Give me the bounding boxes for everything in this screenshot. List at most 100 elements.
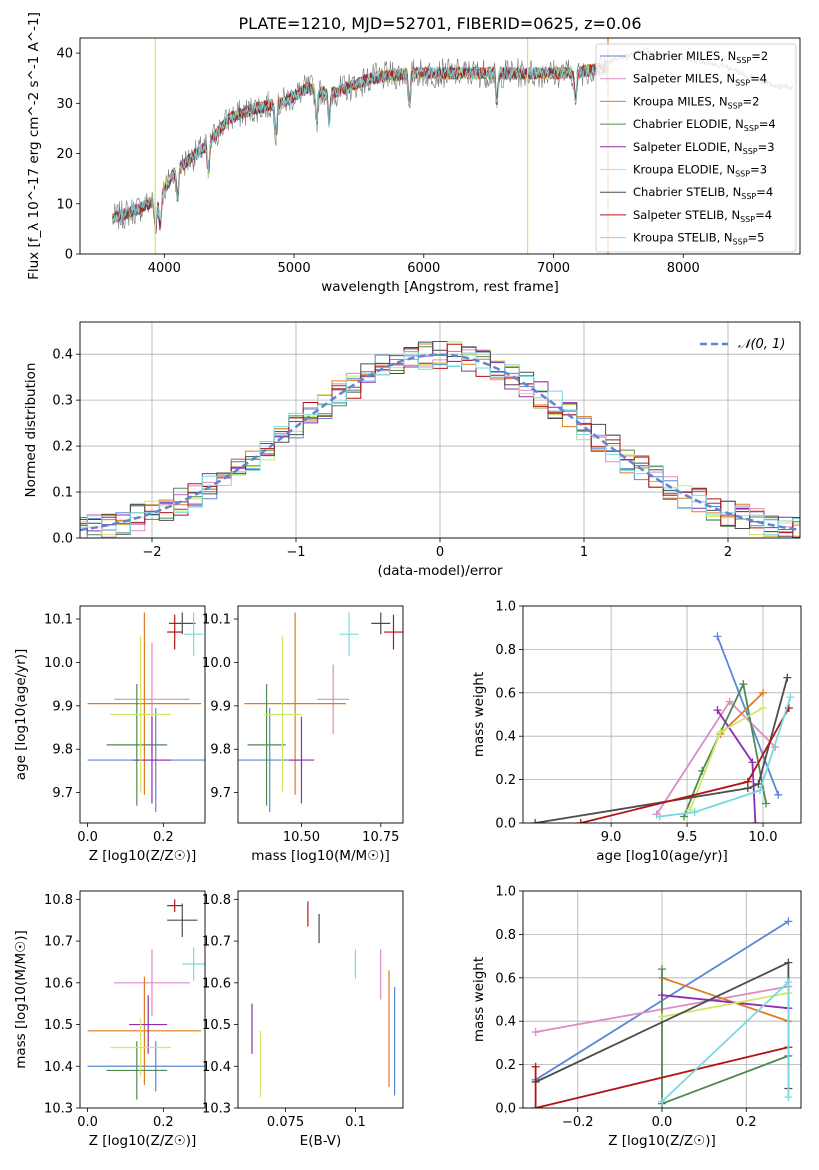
axes-age-vs-mass: 10.50 10.75 9.7 9.8 9.9 10.0 10.1 mass [log10(M… (202, 612, 403, 864)
y-tick-label: 10.6 (202, 976, 231, 991)
legend-subscript: SSP (735, 170, 750, 179)
weight-marker (784, 1093, 793, 1102)
y-tick-label: 10.7 (202, 935, 231, 950)
weight-line-8 (659, 696, 792, 818)
x-axis-label: E(B-V) (300, 1133, 342, 1149)
x-tick-label: 8000 (667, 261, 700, 276)
weight-marker (748, 758, 757, 767)
y-tick-label: 0.0 (495, 1102, 516, 1117)
y-tick-label: 0.8 (495, 643, 516, 658)
y-tick-label: 1.0 (495, 885, 516, 900)
y-tick-label: 30 (56, 97, 73, 112)
y-tick-label: 10.8 (44, 893, 73, 908)
weight-marker (784, 958, 793, 967)
x-axis-label: Z [log10(Z/Z☉)] (608, 1133, 716, 1149)
errorbar-chabrier-stelib (371, 612, 391, 635)
errorbar-kroupa-stelib (184, 612, 204, 656)
legend-label-1: Salpeter MILES, NSSP=4 (633, 72, 767, 88)
model-spectrum-8 (112, 61, 608, 230)
legend-label-7: Salpeter STELIB, NSSP=4 (633, 208, 772, 224)
x-tick-label: 5000 (278, 261, 311, 276)
y-tick-label: 0.4 (495, 1015, 516, 1030)
legend-nssp: =2 (743, 94, 760, 108)
x-tick-label: 7000 (537, 261, 570, 276)
plot-frame (79, 321, 801, 539)
weight-marker (713, 706, 722, 715)
y-axis-label: mass weight (471, 957, 487, 1042)
x-tick-label: −1 (286, 545, 305, 560)
errorbar-salpeter-stelib (383, 614, 403, 650)
weight-marker (658, 1012, 666, 1021)
y-tick-label: 9.9 (52, 699, 73, 714)
x-tick-label: 0.2 (153, 830, 174, 845)
y-tick-label: 10.0 (44, 656, 73, 671)
legend-subscript: SSP (735, 79, 750, 88)
axes-mass-vs-ebv: 0.075 0.1 10.3 10.4 10.5 10.6 10.7 10.8 E(B-V) (202, 893, 396, 1149)
errorbar-kroupa-elodie (263, 636, 302, 793)
legend-subscript: SSP (743, 147, 758, 156)
y-tick-label: 9.7 (52, 786, 73, 801)
weight-line-3 (683, 681, 767, 817)
errorbar-kroupa-elodie (110, 1018, 171, 1077)
y-tick-label: 0.2 (495, 1058, 516, 1073)
spectrum-legend: Chabrier MILES, NSSP=2 Salpeter MILES, NS… (595, 43, 797, 253)
x-tick-label: 0.1 (345, 1115, 366, 1130)
y-tick-label: 10.3 (44, 1102, 73, 1117)
x-tick-label: 0.0 (77, 830, 98, 845)
errorbar-kroupa-stelib (182, 947, 205, 981)
weight-marker (531, 1028, 540, 1037)
y-tick-label: 10.0 (202, 656, 231, 671)
weight-marker (655, 812, 664, 821)
legend-subscript: SSP (740, 215, 755, 224)
weight-marker (762, 799, 771, 808)
weight-marker (786, 693, 795, 702)
errorbar-chabrier-elodie (106, 684, 168, 806)
y-tick-label: 0.2 (495, 773, 516, 788)
legend-label-5: Kroupa ELODIE, NSSP=3 (633, 163, 767, 179)
legend-nssp: =4 (750, 72, 767, 86)
figure-title: PLATE=1210, MJD=52701, FIBERID=0625, z=0… (238, 14, 641, 33)
weight-marker (658, 1097, 666, 1106)
plot-frame (79, 890, 206, 1109)
x-tick-label: −2 (142, 545, 161, 560)
weight-marker (774, 790, 783, 799)
x-tick-label: 10.50 (283, 830, 320, 845)
errorbar-salpeter-miles (317, 664, 350, 735)
axes-age-vs-Z: 0.0 0.2 9.7 9.8 9.9 10.0 10.1 Z [log10(Z/Z☉)] ag… (13, 612, 205, 864)
errorbar-salpeter-miles (114, 949, 190, 1017)
x-tick-label: −0.2 (562, 1115, 594, 1130)
errorbar-salpeter-elodie (288, 716, 315, 804)
y-tick-label: 10.1 (44, 613, 73, 628)
x-axis-label: Z [log10(Z/Z☉)] (89, 848, 197, 864)
y-tick-label: 0.4 (52, 348, 73, 363)
plot-frame (522, 890, 802, 1109)
weight-marker (755, 786, 764, 795)
weight-marker (576, 819, 585, 823)
y-tick-label: 40 (56, 47, 73, 62)
x-tick-label: 0.2 (153, 1115, 174, 1130)
legend-subscript: SSP (733, 238, 748, 247)
x-tick-label: 10.75 (362, 830, 399, 845)
legend-nssp: =4 (759, 117, 776, 131)
weight-marker (783, 673, 792, 682)
weight-line-6 (535, 677, 789, 823)
y-axis-label: mass weight (471, 672, 487, 757)
plot-frame (237, 890, 404, 1109)
plot-frame (522, 605, 802, 824)
y-tick-label: 20 (56, 147, 73, 162)
weight-marker (725, 697, 734, 706)
errorbar-salpeter-elodie (133, 716, 171, 804)
weight-line-2 (661, 976, 789, 1023)
model-spectrum-5 (112, 63, 608, 229)
x-tick-label: 0.0 (652, 1115, 673, 1130)
x-tick-label: 4000 (148, 261, 181, 276)
axes-residuals: −2 −1 0 1 2 0.0 0.1 0.2 0.3 0.4 (data-model)/error… (23, 322, 800, 579)
plot-frame (237, 605, 404, 824)
y-tick-label: 0.6 (495, 686, 516, 701)
y-tick-label: 0.2 (52, 440, 73, 455)
legend-box (595, 43, 797, 253)
errorbar-salpeter-stelib (167, 614, 183, 650)
y-tick-label: 10.8 (202, 893, 231, 908)
weight-marker (531, 1104, 540, 1108)
legend-label-4: Salpeter ELODIE, NSSP=3 (633, 140, 775, 156)
